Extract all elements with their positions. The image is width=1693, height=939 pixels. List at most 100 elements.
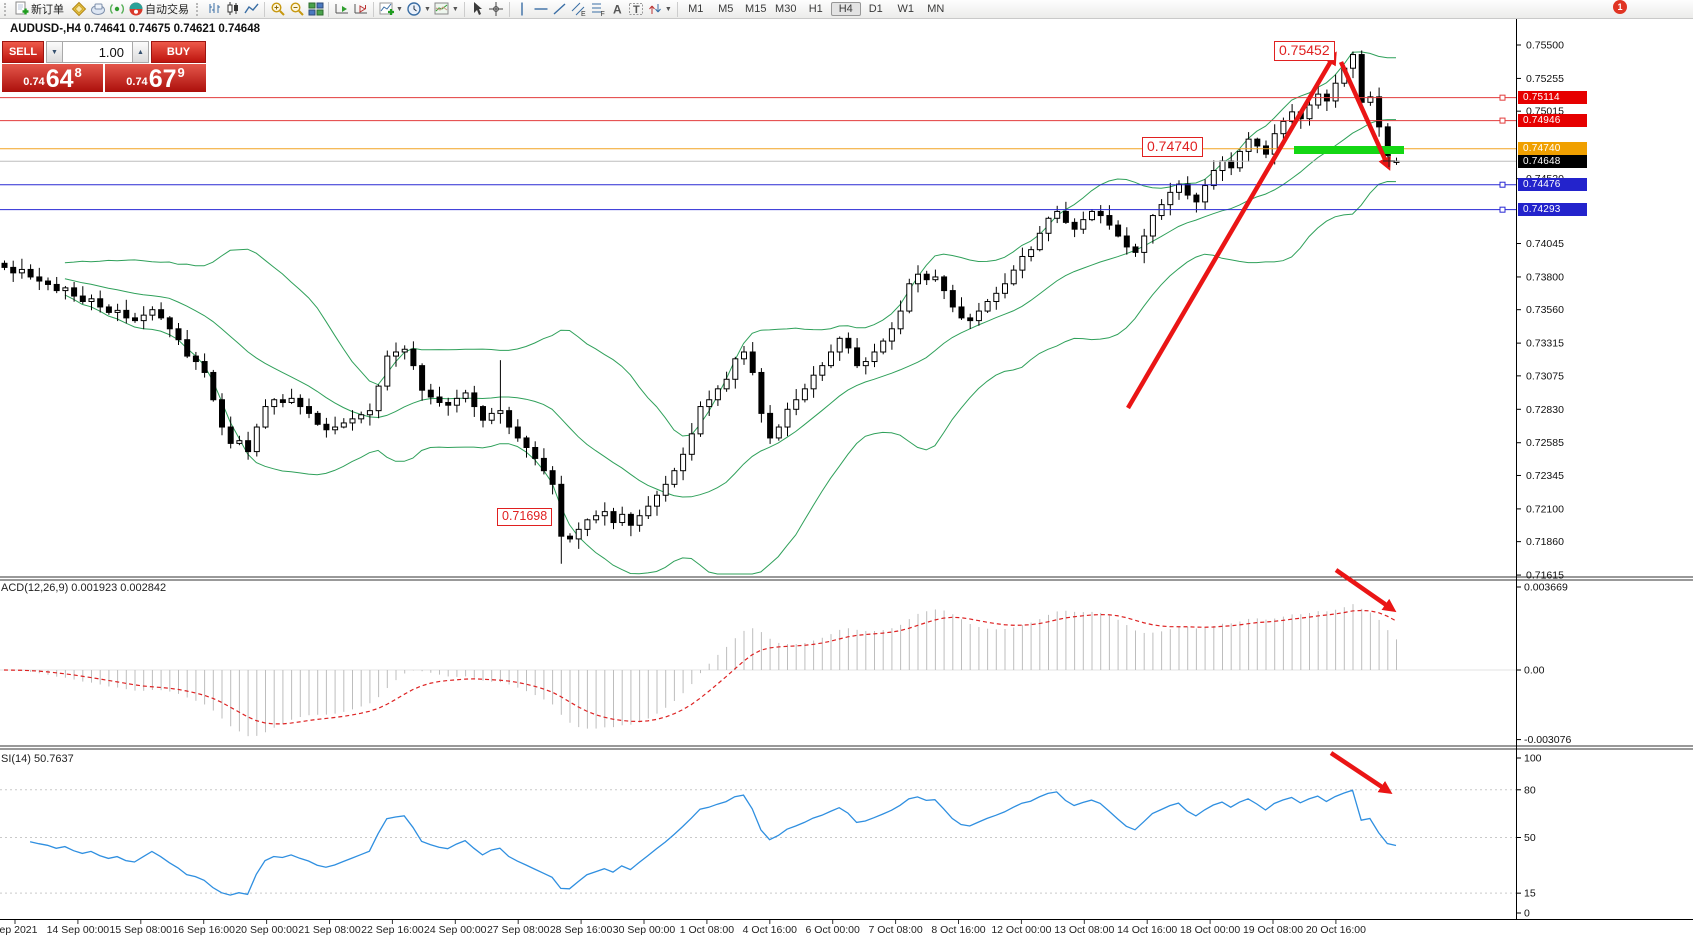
sell-button[interactable]: SELL: [2, 41, 44, 63]
volume-input[interactable]: [63, 41, 132, 63]
crosshair-icon[interactable]: [487, 1, 506, 18]
chart-shift-icon[interactable]: [351, 1, 370, 18]
candle-body: [514, 426, 521, 439]
autotrade-label[interactable]: 自动交易: [145, 4, 189, 16]
line-handle[interactable]: [1499, 181, 1506, 188]
volume-decrease-button[interactable]: ▼: [46, 41, 63, 63]
candle-body: [1263, 145, 1269, 155]
auto-scroll-icon[interactable]: [332, 1, 351, 18]
candle-body: [775, 426, 782, 439]
indicators-icon[interactable]: [377, 1, 396, 18]
autotrade-icon[interactable]: [126, 1, 145, 18]
candle-body: [828, 351, 834, 367]
tab-w1[interactable]: W1: [897, 3, 915, 15]
candle-body: [401, 348, 408, 353]
candle-body: [575, 528, 582, 540]
trend-arrow[interactable]: [1338, 61, 1391, 171]
trend-arrow[interactable]: [1329, 751, 1393, 794]
time-axis-label: 27 Sep 08:00: [487, 924, 550, 936]
new-order-label[interactable]: 新订单: [31, 4, 64, 16]
candle-body: [1054, 210, 1061, 219]
buy-price-panel[interactable]: 0.74 67 9: [105, 64, 206, 92]
candle-body: [1350, 54, 1356, 69]
rsi-axis-label: 50: [1524, 832, 1536, 844]
line-handle[interactable]: [1499, 206, 1506, 213]
green-trade-level-bar[interactable]: [1294, 146, 1404, 154]
time-axis-label: 8 Oct 16:00: [931, 924, 985, 936]
trend-arrow[interactable]: [1334, 568, 1397, 613]
candle-body: [714, 388, 721, 401]
candle-body: [888, 328, 895, 342]
buy-price-pip: 9: [177, 65, 185, 80]
tab-m15[interactable]: M15: [745, 3, 767, 15]
trend-arrow[interactable]: [1126, 51, 1337, 410]
buy-button[interactable]: BUY: [151, 41, 206, 63]
line-handle[interactable]: [1499, 94, 1506, 101]
line-chart-type-icon[interactable]: [242, 1, 261, 18]
trendline-tool-icon[interactable]: [551, 1, 570, 18]
tab-d1[interactable]: D1: [868, 3, 883, 15]
text-label-tool-icon[interactable]: T: [627, 1, 646, 18]
rsi-axis-label: 15: [1524, 888, 1536, 900]
periods-dropdown-arrow[interactable]: ▼: [423, 5, 431, 13]
volume-increase-button[interactable]: ▲: [132, 41, 149, 63]
candle-body: [471, 392, 478, 408]
candle-body: [114, 309, 121, 313]
horizontal-line-tool-icon[interactable]: [532, 1, 551, 18]
tab-m1[interactable]: M1: [688, 3, 704, 15]
candle-body: [741, 351, 747, 360]
notification-badge[interactable]: 1: [1613, 0, 1627, 14]
label-glyph: T: [633, 4, 640, 16]
sell-price-panel[interactable]: 0.74 64 8: [2, 64, 103, 92]
tab-m5[interactable]: M5: [718, 3, 734, 15]
candle-body: [1167, 191, 1174, 206]
market-watch-icon[interactable]: [88, 1, 107, 18]
candle-body: [140, 314, 147, 322]
bar-chart-type-icon[interactable]: [204, 1, 223, 18]
candle-body: [1176, 183, 1182, 193]
tab-h1[interactable]: H1: [808, 3, 823, 15]
tab-mn[interactable]: MN: [927, 3, 945, 15]
candle-body: [436, 396, 443, 403]
rsi-axis-label: 80: [1524, 784, 1536, 796]
channel-tool-icon[interactable]: E: [570, 1, 589, 18]
tile-windows-icon[interactable]: [306, 1, 325, 18]
price-callout-level[interactable]: 0.74740: [1142, 137, 1203, 157]
tab-h4[interactable]: H4: [830, 2, 861, 16]
cursor-icon[interactable]: [468, 1, 487, 18]
toolbar-separator: [676, 1, 678, 17]
price-callout-high[interactable]: 0.75452: [1274, 41, 1335, 61]
arrows-dropdown-arrow[interactable]: ▼: [664, 5, 672, 13]
tab-m30[interactable]: M30: [775, 3, 797, 15]
candle-body: [462, 392, 469, 399]
line-handle[interactable]: [1499, 117, 1506, 124]
candle-chart-type-icon[interactable]: [223, 1, 242, 18]
text-tool-icon[interactable]: A: [608, 1, 627, 18]
zoom-in-icon[interactable]: [268, 1, 287, 18]
vertical-line-tool-icon[interactable]: [513, 1, 532, 18]
candle-body: [332, 426, 339, 431]
candle-body: [201, 361, 208, 373]
arrows-tool-icon[interactable]: [646, 1, 665, 18]
templates-icon[interactable]: [433, 1, 452, 18]
indicators-dropdown-arrow[interactable]: ▼: [396, 5, 403, 13]
time-axis-label: 20 Sep 00:00: [235, 924, 298, 936]
periods-icon[interactable]: [405, 1, 424, 18]
fibonacci-tool-icon[interactable]: F: [589, 1, 608, 18]
candle-body: [540, 457, 547, 472]
templates-dropdown-arrow[interactable]: ▼: [451, 5, 459, 13]
candle-body: [45, 280, 51, 285]
candle-body: [688, 433, 695, 455]
new-order-icon[interactable]: [12, 1, 31, 18]
signals-icon[interactable]: [107, 1, 126, 18]
price-axis-label: 0.72100: [1526, 503, 1564, 515]
candle-body: [906, 283, 913, 312]
price-callout-low[interactable]: 0.71698: [497, 508, 553, 526]
zoom-out-icon[interactable]: [287, 1, 306, 18]
sell-price-big: 64: [45, 65, 74, 93]
candle-body: [393, 351, 399, 357]
profiles-icon[interactable]: [69, 1, 88, 18]
candle-body: [1141, 235, 1148, 253]
candle-body: [871, 351, 878, 363]
